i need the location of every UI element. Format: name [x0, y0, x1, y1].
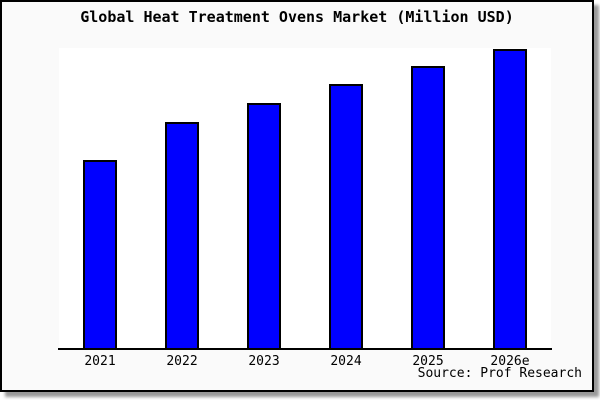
chart-title: Global Heat Treatment Ovens Market (Mill… [80, 8, 514, 26]
source-label: Source: Prof Research [417, 366, 582, 381]
chart-frame: Global Heat Treatment Ovens Market (Mill… [0, 0, 594, 392]
x-axis-label-2024: 2024 [330, 354, 362, 369]
bar-2026e [493, 49, 527, 348]
x-axis-label-2025: 2025 [412, 354, 444, 369]
bar-2024 [329, 84, 363, 348]
bar-2025 [411, 66, 445, 348]
x-axis-label-2021: 2021 [84, 354, 116, 369]
bar-2023 [247, 103, 281, 348]
bar-2021 [83, 160, 117, 348]
x-axis-label-2022: 2022 [166, 354, 198, 369]
x-axis-label-2023: 2023 [248, 354, 280, 369]
bar-2022 [165, 122, 199, 348]
x-axis-label-2026e: 2026e [490, 354, 530, 369]
x-axis-line [58, 348, 552, 350]
x-axis-labels: 2021 2022 2023 2024 2025 2026e [59, 354, 551, 370]
plot-area [59, 48, 551, 348]
